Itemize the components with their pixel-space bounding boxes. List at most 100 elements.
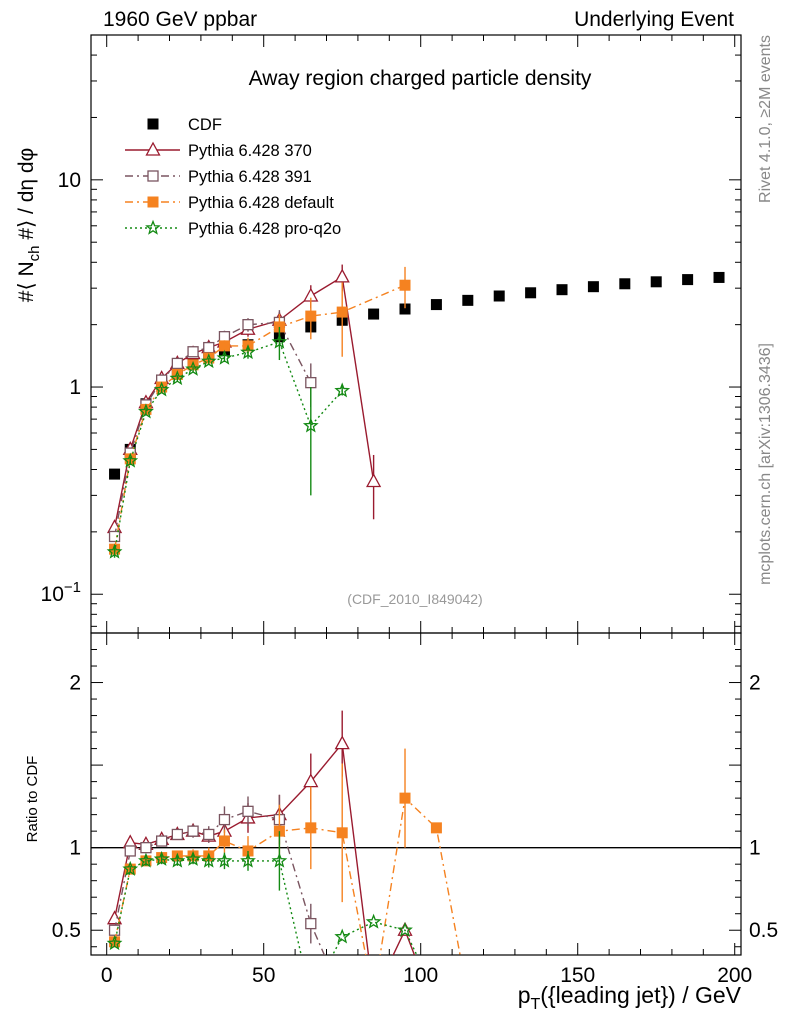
legend-item: Pythia 6.428 391 [125, 168, 312, 186]
ratio-data-point [124, 845, 136, 857]
main-data-point [138, 403, 154, 419]
y-axis-label-part: #⟨ N [15, 261, 38, 302]
main-data-point [109, 468, 121, 480]
ratio-y-axis-label: Ratio to CDF [24, 756, 41, 843]
main-data-point [525, 287, 537, 299]
main-data-point [216, 349, 233, 365]
legend-label: CDF [188, 116, 222, 134]
main-series-pythia-6-428-370 [106, 264, 382, 534]
ratio-data-point [305, 990, 317, 1002]
ratio-data-point [122, 860, 139, 876]
ratio-data-point [242, 805, 254, 817]
main-data-point [122, 452, 139, 468]
legend-label: Pythia 6.428 391 [188, 168, 312, 186]
ratio-data-point [108, 924, 121, 936]
main-data-point [305, 310, 317, 322]
ratio-series-line [113, 741, 416, 955]
legend-marker [147, 118, 159, 130]
ratio-data-point [334, 735, 350, 750]
ratio-data-point [397, 921, 413, 937]
y-tick-label: 10−1 [41, 579, 81, 606]
main-data-point [650, 276, 662, 288]
ratio-data-point [169, 852, 186, 868]
x-tick-label: 200 [717, 964, 752, 987]
ratio-y-tick-label: 0.5 [52, 919, 81, 942]
main-data-point [399, 303, 411, 315]
ratio-data-point [218, 835, 230, 847]
main-data-point [493, 290, 505, 302]
main-data-point [336, 306, 348, 318]
ratio-y-tick-label-right: 2 [749, 672, 761, 695]
ratio-data-point [140, 842, 152, 854]
y-tick-label-base: 10 [41, 583, 64, 606]
legend-item: Pythia 6.428 pro-q2o [125, 219, 341, 238]
ratio-data-point [138, 852, 154, 868]
ratio-data-point [336, 827, 348, 839]
main-data-point [108, 530, 121, 543]
x-tick-label: 50 [252, 964, 275, 987]
main-data-point [106, 543, 123, 559]
legend-label: Pythia 6.428 370 [188, 142, 312, 160]
main-data-point [153, 381, 170, 397]
y-axis-label-part: #⟩ / dη dφ [15, 148, 38, 246]
main-series-pythia-6-428-default [109, 266, 411, 555]
main-data-point [587, 281, 599, 293]
main-series-line [113, 341, 343, 553]
main-data-point [171, 357, 184, 370]
x-axis-label-part: p [518, 982, 531, 1008]
legend-label: Pythia 6.428 pro-q2o [188, 220, 341, 238]
main-data-point [242, 319, 254, 331]
ratio-data-point [153, 850, 170, 866]
y-tick-label: 10 [58, 169, 81, 192]
ratio-data-point [185, 850, 201, 866]
ratio-series-pythia-6-428-pro-q2o [106, 831, 418, 1002]
ratio-data-point [305, 917, 317, 930]
main-series-cdf [109, 271, 725, 480]
ratio-data-point [171, 828, 184, 841]
header-process: 1960 GeV ppbar [103, 8, 258, 31]
main-data-point [200, 353, 217, 369]
legend-label: Pythia 6.428 default [188, 194, 334, 212]
ratio-y-tick-label-right: 1 [749, 837, 761, 860]
legend-marker [145, 141, 161, 156]
legend-marker [145, 219, 161, 235]
legend-item: Pythia 6.428 default [125, 194, 334, 212]
main-data-point [556, 284, 568, 296]
main-data-point [305, 376, 317, 389]
ratio-data-point [106, 935, 123, 951]
ratio-data-point [367, 989, 380, 1001]
ratio-data-point [368, 991, 379, 1002]
ratio-y-tick-label: 2 [69, 672, 81, 695]
main-data-point [218, 331, 231, 343]
main-data-point [187, 346, 199, 358]
main-data-point [462, 294, 474, 306]
ratio-y-tick-label: 1 [69, 837, 81, 860]
legend-marker [147, 170, 159, 182]
x-tick-label: 150 [560, 964, 595, 987]
main-data-point [399, 279, 411, 291]
main-data-point [187, 359, 199, 371]
ratio-data-point [430, 1006, 443, 1018]
main-data-point [682, 274, 694, 286]
ratio-data-point [305, 822, 317, 834]
ratio-data-point [430, 822, 442, 834]
main-data-point [302, 417, 319, 433]
ratio-data-point [218, 813, 231, 826]
ratio-data-point [337, 991, 347, 1001]
x-axis-label-subscript: T [530, 996, 540, 1013]
ratio-data-point [334, 928, 351, 944]
legend-item: CDF [147, 116, 222, 134]
analysis-tag: (CDF_2010_I849042) [347, 591, 482, 607]
ratio-y-tick-label-right: 0.5 [749, 919, 778, 942]
main-data-point [619, 278, 631, 290]
y-tick-label: 1 [69, 376, 81, 399]
main-data-point [240, 344, 256, 360]
ratio-data-point [240, 852, 256, 868]
ratio-data-point [271, 852, 288, 868]
main-data-point [203, 341, 215, 354]
header-analysis-type: Underlying Event [574, 8, 734, 31]
ratio-data-point [365, 913, 382, 929]
main-data-point [169, 370, 186, 386]
main-series-pythia-6-428-pro-q2o [106, 326, 351, 559]
